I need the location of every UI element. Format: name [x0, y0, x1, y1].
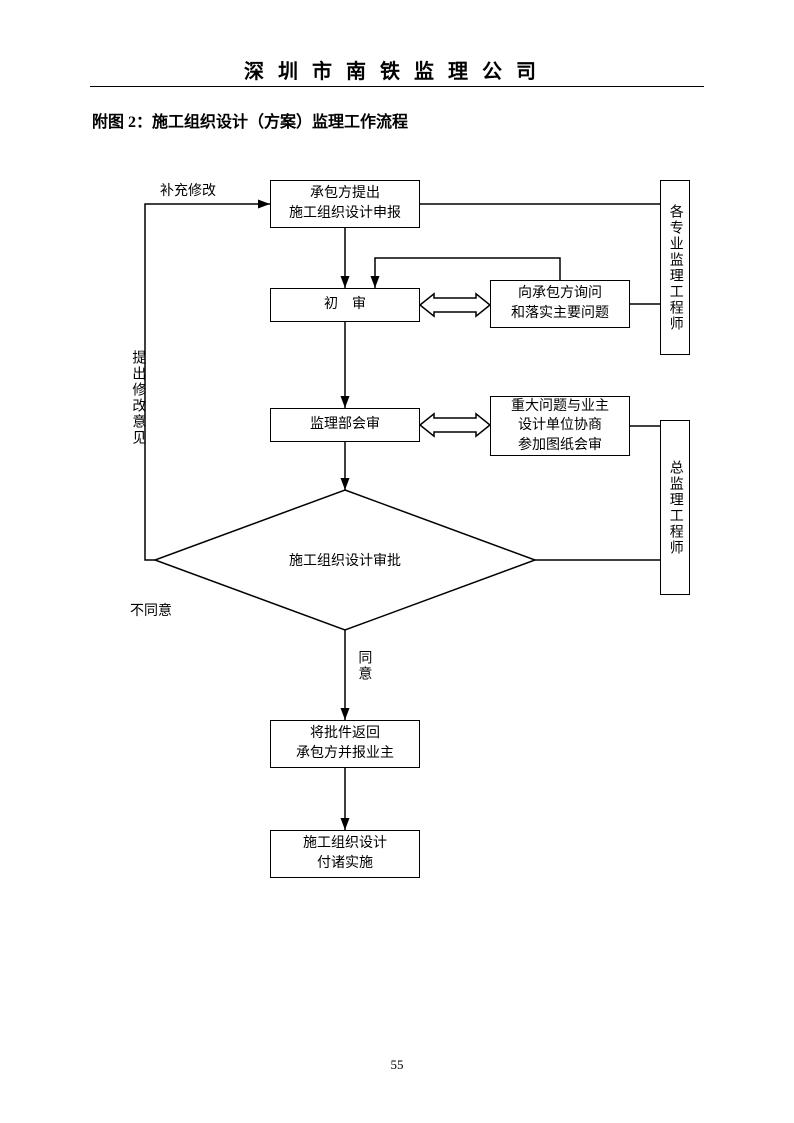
header-underline: [90, 86, 704, 87]
node-specialist-engineers-text: 各专业监理工程师: [667, 204, 682, 332]
node-submit-text: 承包方提出 施工组织设计申报: [289, 184, 401, 223]
label-supplement: 补充修改: [160, 180, 216, 200]
node-initial-review-text: 初 审: [324, 295, 366, 315]
node-inquiry-text: 向承包方询问 和落实主要问题: [511, 284, 609, 323]
node-specialist-engineers: 各专业监理工程师: [660, 180, 690, 355]
node-submit: 承包方提出 施工组织设计申报: [270, 180, 420, 228]
node-implement: 施工组织设计 付诸实施: [270, 830, 420, 878]
page-number: 55: [0, 1057, 794, 1073]
node-return-text: 将批件返回 承包方并报业主: [296, 724, 394, 763]
node-joint-review: 监理部会审: [270, 408, 420, 442]
page-header-title: 深圳市南铁监理公司: [90, 55, 704, 90]
node-inquiry: 向承包方询问 和落实主要问题: [490, 280, 630, 328]
node-return: 将批件返回 承包方并报业主: [270, 720, 420, 768]
node-major-issues: 重大问题与业主 设计单位协商 参加图纸会审: [490, 396, 630, 456]
label-opinion: 提出修改意见: [130, 350, 145, 446]
node-chief-engineer-text: 总监理工程师: [667, 460, 682, 556]
node-joint-review-text: 监理部会审: [310, 415, 380, 435]
flowchart-container: 承包方提出 施工组织设计申报 初 审 向承包方询问 和落实主要问题 监理部会审 …: [0, 160, 794, 960]
node-approval-text: 施工组织设计审批: [280, 550, 410, 570]
node-chief-engineer: 总监理工程师: [660, 420, 690, 595]
label-agree: 同意: [356, 650, 371, 682]
node-initial-review: 初 审: [270, 288, 420, 322]
node-implement-text: 施工组织设计 付诸实施: [303, 834, 387, 873]
subtitle: 附图 2：施工组织设计（方案）监理工作流程: [92, 108, 408, 132]
label-disagree: 不同意: [130, 600, 172, 620]
node-major-issues-text: 重大问题与业主 设计单位协商 参加图纸会审: [511, 397, 609, 456]
